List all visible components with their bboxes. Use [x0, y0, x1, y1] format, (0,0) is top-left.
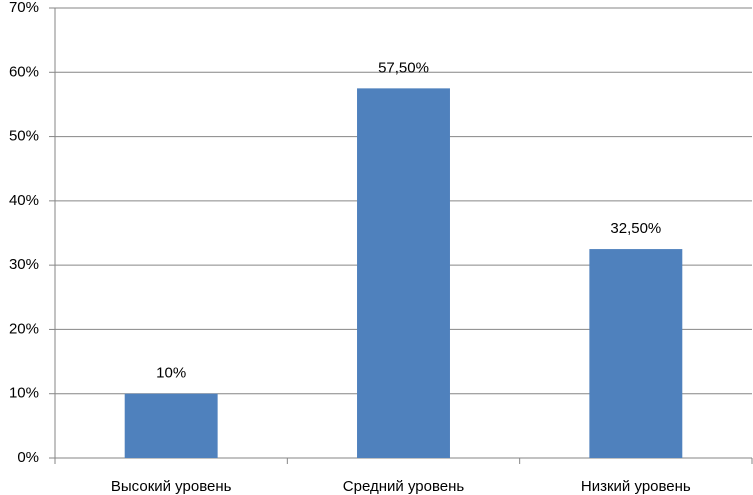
y-tick-label: 20% [9, 320, 39, 337]
y-tick-label: 10% [9, 385, 39, 402]
x-tick-label: Низкий уровень [581, 478, 691, 495]
x-tick-label: Средний уровень [343, 478, 465, 495]
x-tick-label: Высокий уровень [111, 478, 232, 495]
y-tick-label: 40% [9, 192, 39, 209]
y-tick-label: 60% [9, 63, 39, 80]
data-label: 57,50% [378, 59, 429, 76]
bar [589, 249, 683, 458]
data-label: 10% [156, 365, 186, 382]
y-tick-label: 50% [9, 128, 39, 145]
y-tick-label: 70% [9, 0, 39, 16]
bar [357, 88, 450, 458]
bar [124, 393, 218, 458]
data-label: 32,50% [610, 220, 661, 237]
y-tick-label: 30% [9, 256, 39, 273]
y-tick-label: 0% [17, 449, 39, 466]
